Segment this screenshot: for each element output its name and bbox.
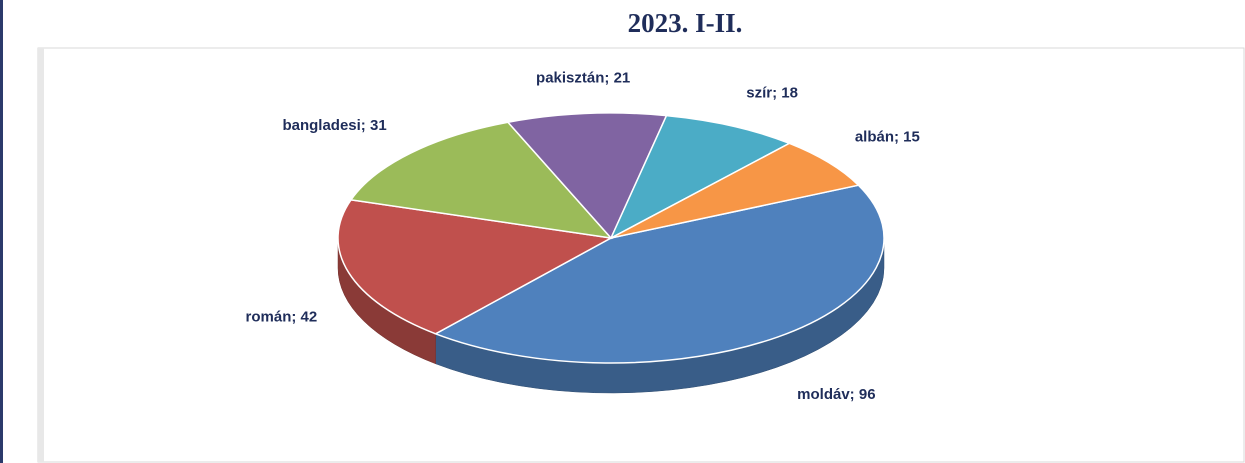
- data-label: román; 42: [246, 309, 318, 326]
- left-edge: [0, 0, 3, 463]
- pie-slice: [609, 114, 792, 240]
- pie-slice: [433, 184, 885, 364]
- data-label: szír; 18: [746, 84, 798, 101]
- data-label: pakisztán; 21: [536, 70, 630, 87]
- pie-slice: [349, 121, 613, 240]
- data-label: albán; 15: [855, 128, 920, 145]
- chart-area-shadow: [38, 48, 44, 462]
- pie: [337, 112, 885, 394]
- data-label: bangladesi; 31: [282, 117, 386, 134]
- pie-slice: [337, 199, 614, 335]
- chart-title: 2023. I-II.: [628, 8, 743, 38]
- data-label: moldáv; 96: [797, 386, 875, 403]
- pie-slice: [506, 112, 668, 240]
- pie-slice: [610, 142, 860, 239]
